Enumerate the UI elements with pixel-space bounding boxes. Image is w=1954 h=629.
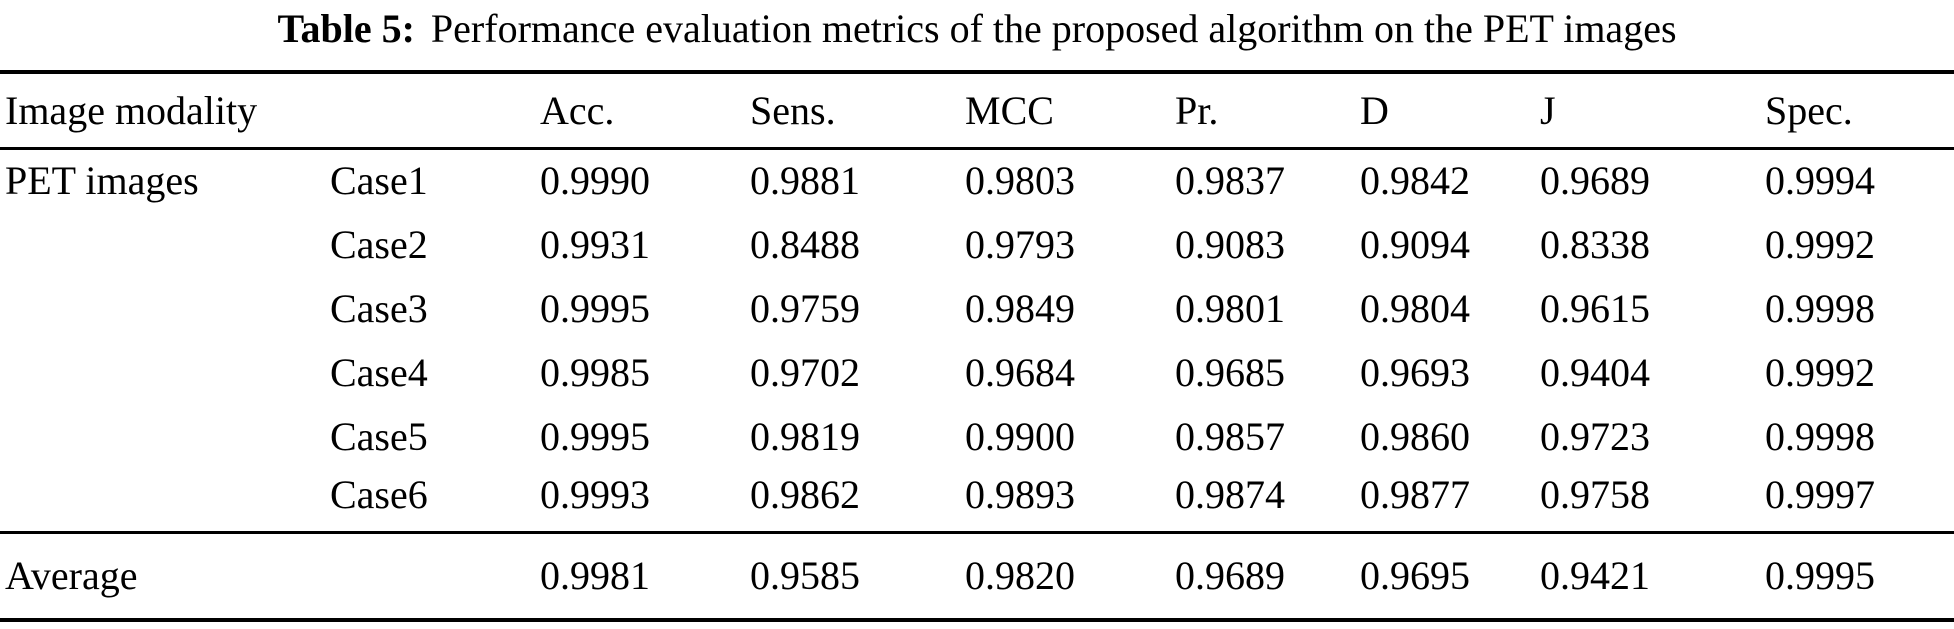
case-cell: Case6	[330, 471, 428, 517]
sens-cell: 0.9759	[750, 285, 860, 331]
modality-cell	[0, 468, 330, 532]
average-row: Average 0.9981 0.9585 0.9820 0.9689 0.96…	[0, 532, 1954, 620]
d-cell: 0.9804	[1360, 285, 1470, 331]
case-cell: Case1	[330, 158, 428, 204]
mcc-cell: 0.9893	[965, 471, 1075, 517]
spec-cell: 0.9997	[1765, 471, 1875, 517]
col-header-j: J	[1540, 87, 1556, 133]
j-cell: 0.9758	[1540, 471, 1650, 517]
d-cell: 0.9693	[1360, 349, 1470, 395]
acc-cell: 0.9995	[540, 413, 650, 459]
modality-cell	[0, 404, 330, 468]
table-row-case6: Case6 0.9993 0.9862 0.9893 0.9874 0.9877…	[0, 468, 1954, 532]
col-header-d: D	[1360, 87, 1389, 133]
d-cell: 0.9842	[1360, 158, 1470, 204]
sens-cell: 0.8488	[750, 221, 860, 267]
case-cell: Case3	[330, 285, 428, 331]
table-header: Image modality Acc. Sens. MCC Pr. D J Sp…	[0, 72, 1954, 148]
acc-average: 0.9981	[540, 553, 650, 599]
modality-cell	[0, 276, 330, 340]
spec-average: 0.9995	[1765, 553, 1875, 599]
spec-cell: 0.9992	[1765, 221, 1875, 267]
acc-cell: 0.9993	[540, 471, 650, 517]
pr-cell: 0.9857	[1175, 413, 1285, 459]
sens-cell: 0.9881	[750, 158, 860, 204]
d-cell: 0.9094	[1360, 221, 1470, 267]
table-row-case2: Case2 0.9931 0.8488 0.9793 0.9083 0.9094…	[0, 212, 1954, 276]
pr-cell: 0.9083	[1175, 221, 1285, 267]
spec-cell: 0.9992	[1765, 349, 1875, 395]
sens-average: 0.9585	[750, 553, 860, 599]
d-cell: 0.9877	[1360, 471, 1470, 517]
col-header-acc: Acc.	[540, 87, 615, 133]
case-cell: Case4	[330, 349, 428, 395]
j-cell: 0.8338	[1540, 221, 1650, 267]
case-cell: Case2	[330, 221, 428, 267]
j-cell: 0.9723	[1540, 413, 1650, 459]
j-average: 0.9421	[1540, 553, 1650, 599]
mcc-cell: 0.9803	[965, 158, 1075, 204]
table-row-case5: Case5 0.9995 0.9819 0.9900 0.9857 0.9860…	[0, 404, 1954, 468]
mcc-average: 0.9820	[965, 553, 1075, 599]
case-cell: Case5	[330, 413, 428, 459]
modality-cell	[0, 340, 330, 404]
col-header-spec: Spec.	[1765, 87, 1853, 133]
table-row-case1: PET images Case1 0.9990 0.9881 0.9803 0.…	[0, 148, 1954, 212]
header-row: Image modality Acc. Sens. MCC Pr. D J Sp…	[0, 72, 1954, 148]
acc-cell: 0.9990	[540, 158, 650, 204]
j-cell: 0.9689	[1540, 158, 1650, 204]
sens-cell: 0.9862	[750, 471, 860, 517]
pr-cell: 0.9685	[1175, 349, 1285, 395]
table-caption-label: Table 5:	[277, 6, 415, 51]
table-row-case4: Case4 0.9985 0.9702 0.9684 0.9685 0.9693…	[0, 340, 1954, 404]
j-cell: 0.9615	[1540, 285, 1650, 331]
j-cell: 0.9404	[1540, 349, 1650, 395]
mcc-cell: 0.9793	[965, 221, 1075, 267]
modality-cell: PET images	[5, 158, 199, 204]
col-header-mcc: MCC	[965, 87, 1054, 133]
table-caption-text: Performance evaluation metrics of the pr…	[430, 6, 1677, 51]
spec-cell: 0.9998	[1765, 413, 1875, 459]
mcc-cell: 0.9849	[965, 285, 1075, 331]
table-body: PET images Case1 0.9990 0.9881 0.9803 0.…	[0, 148, 1954, 532]
col-header-pr: Pr.	[1175, 87, 1219, 133]
d-average: 0.9695	[1360, 553, 1470, 599]
table-footer: Average 0.9981 0.9585 0.9820 0.9689 0.96…	[0, 532, 1954, 620]
spec-cell: 0.9994	[1765, 158, 1875, 204]
mcc-cell: 0.9900	[965, 413, 1075, 459]
acc-cell: 0.9931	[540, 221, 650, 267]
pr-average: 0.9689	[1175, 553, 1285, 599]
pr-cell: 0.9801	[1175, 285, 1285, 331]
spec-cell: 0.9998	[1765, 285, 1875, 331]
acc-cell: 0.9995	[540, 285, 650, 331]
metrics-table: Image modality Acc. Sens. MCC Pr. D J Sp…	[0, 70, 1954, 622]
pr-cell: 0.9837	[1175, 158, 1285, 204]
sens-cell: 0.9819	[750, 413, 860, 459]
d-cell: 0.9860	[1360, 413, 1470, 459]
sens-cell: 0.9702	[750, 349, 860, 395]
average-label: Average	[5, 553, 138, 599]
mcc-cell: 0.9684	[965, 349, 1075, 395]
col-header-sens: Sens.	[750, 87, 836, 133]
acc-cell: 0.9985	[540, 349, 650, 395]
pr-cell: 0.9874	[1175, 471, 1285, 517]
table-caption: Table 5: Performance evaluation metrics o…	[0, 0, 1954, 70]
modality-cell	[0, 212, 330, 276]
col-header-image-modality: Image modality	[5, 87, 258, 133]
table-row-case3: Case3 0.9995 0.9759 0.9849 0.9801 0.9804…	[0, 276, 1954, 340]
